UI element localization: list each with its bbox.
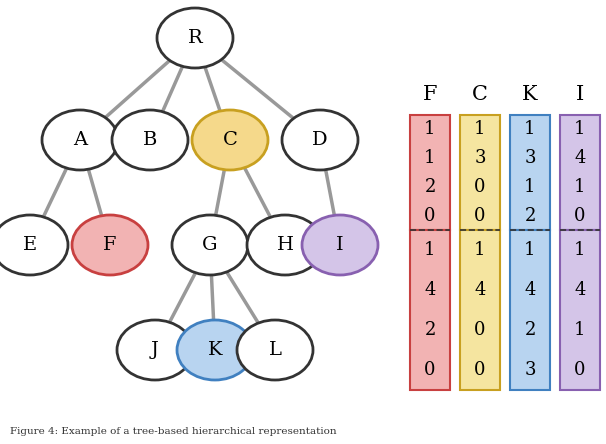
Text: 1: 1 [424, 241, 436, 259]
FancyBboxPatch shape [510, 230, 550, 390]
Text: 1: 1 [574, 321, 586, 339]
Text: C: C [222, 131, 238, 149]
Text: K: K [208, 341, 222, 359]
Text: A: A [73, 131, 87, 149]
Text: 1: 1 [474, 241, 486, 259]
Text: C: C [472, 86, 488, 104]
Text: 1: 1 [574, 241, 586, 259]
FancyBboxPatch shape [410, 115, 450, 230]
Text: 2: 2 [424, 178, 436, 196]
Text: 1: 1 [524, 120, 536, 139]
Text: 4: 4 [474, 281, 485, 299]
Text: G: G [202, 236, 218, 254]
Ellipse shape [282, 110, 358, 170]
Text: 1: 1 [524, 241, 536, 259]
Ellipse shape [302, 215, 378, 275]
Text: 0: 0 [424, 206, 436, 225]
Ellipse shape [72, 215, 148, 275]
Text: 0: 0 [574, 361, 586, 379]
FancyBboxPatch shape [560, 230, 600, 390]
Text: R: R [188, 29, 202, 47]
Text: J: J [151, 341, 159, 359]
Text: 2: 2 [424, 321, 436, 339]
FancyBboxPatch shape [560, 115, 600, 230]
Ellipse shape [42, 110, 118, 170]
Ellipse shape [0, 215, 68, 275]
Text: 0: 0 [474, 361, 486, 379]
Text: 2: 2 [524, 321, 536, 339]
Text: 1: 1 [524, 178, 536, 196]
Text: 4: 4 [524, 281, 536, 299]
FancyBboxPatch shape [460, 115, 500, 230]
Text: 1: 1 [424, 149, 436, 167]
Text: F: F [103, 236, 117, 254]
Ellipse shape [157, 8, 233, 68]
Text: 1: 1 [574, 178, 586, 196]
Ellipse shape [112, 110, 188, 170]
Text: K: K [522, 86, 538, 104]
Text: 2: 2 [524, 206, 536, 225]
Text: 4: 4 [574, 149, 585, 167]
FancyBboxPatch shape [510, 115, 550, 230]
Text: 1: 1 [574, 120, 586, 139]
Text: F: F [423, 86, 438, 104]
Text: 0: 0 [574, 206, 586, 225]
Text: E: E [23, 236, 37, 254]
Text: B: B [143, 131, 157, 149]
Ellipse shape [237, 320, 313, 380]
Ellipse shape [192, 110, 268, 170]
Text: 0: 0 [474, 321, 486, 339]
Text: 0: 0 [474, 178, 486, 196]
Text: 4: 4 [424, 281, 436, 299]
Text: I: I [576, 86, 584, 104]
Ellipse shape [247, 215, 323, 275]
Text: 0: 0 [474, 206, 486, 225]
Text: 0: 0 [424, 361, 436, 379]
Text: 3: 3 [524, 361, 536, 379]
Text: L: L [268, 341, 282, 359]
Ellipse shape [177, 320, 253, 380]
FancyBboxPatch shape [460, 230, 500, 390]
Text: I: I [336, 236, 344, 254]
Ellipse shape [172, 215, 248, 275]
Text: Figure 4: Example of a tree-based hierarchical representation: Figure 4: Example of a tree-based hierar… [10, 427, 336, 436]
Text: 1: 1 [424, 120, 436, 139]
FancyBboxPatch shape [410, 230, 450, 390]
Text: 3: 3 [474, 149, 486, 167]
Text: D: D [312, 131, 328, 149]
Ellipse shape [117, 320, 193, 380]
Text: H: H [276, 236, 293, 254]
Text: 3: 3 [524, 149, 536, 167]
Text: 4: 4 [574, 281, 585, 299]
Text: 1: 1 [474, 120, 486, 139]
